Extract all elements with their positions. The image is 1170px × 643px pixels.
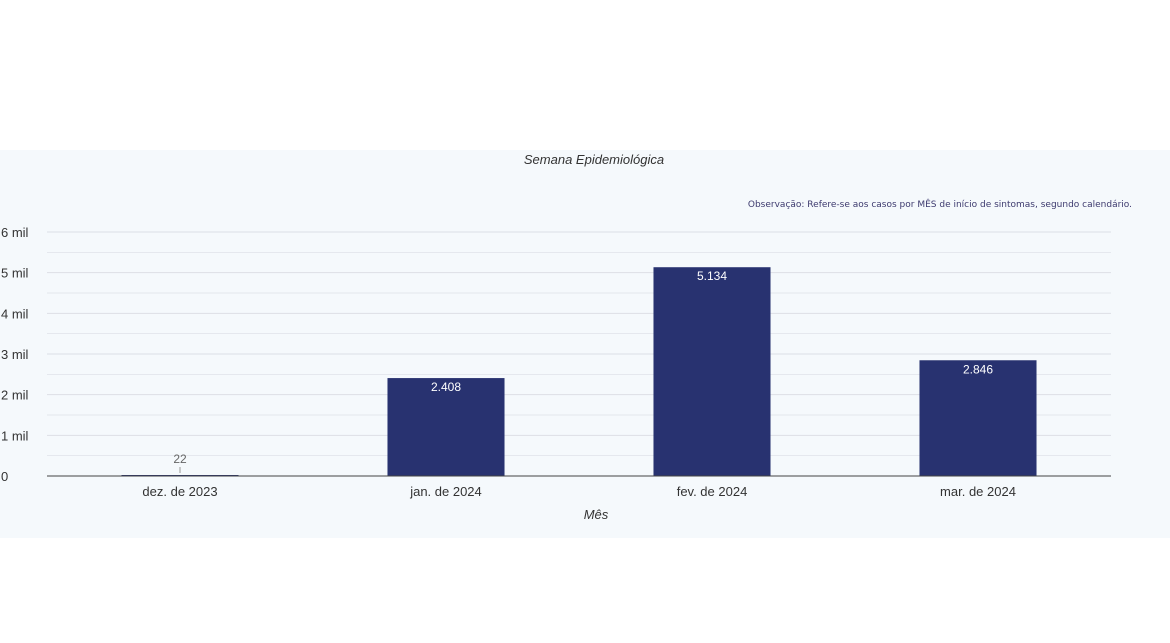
y-tick-label: 1 mil [1,428,29,443]
y-tick-label: 3 mil [1,347,29,362]
x-tick-label: jan. de 2024 [409,484,482,499]
bar-chart: 0 1 mil 2 mil 3 mil 4 mil 5 mil 6 mil 22 dez. de… [1,225,1111,522]
data-label: 5.134 [697,269,727,283]
bar [653,267,771,476]
chart-panel: Semana Epidemiológica Observação: Refere… [0,150,1170,538]
data-label: 2.846 [963,362,993,376]
bar [387,378,505,476]
chart-note: Observação: Refere-se aos casos por MÊS … [747,200,1132,210]
y-tick-label: 5 mil [1,266,29,281]
chart-title: Semana Epidemiológica [523,152,665,167]
y-tick-label: 0 [1,469,8,484]
x-tick-label: fev. de 2024 [677,484,748,499]
y-tick-label: 6 mil [1,225,29,240]
x-tick-label: mar. de 2024 [940,484,1016,499]
data-label: 22 [173,452,187,466]
bar [919,360,1037,476]
x-tick-label: dez. de 2023 [142,484,217,499]
x-axis-title: Mês [584,507,609,522]
y-tick-label: 4 mil [1,306,29,321]
y-tick-label: 2 mil [1,388,29,403]
data-label: 2.408 [431,380,461,394]
